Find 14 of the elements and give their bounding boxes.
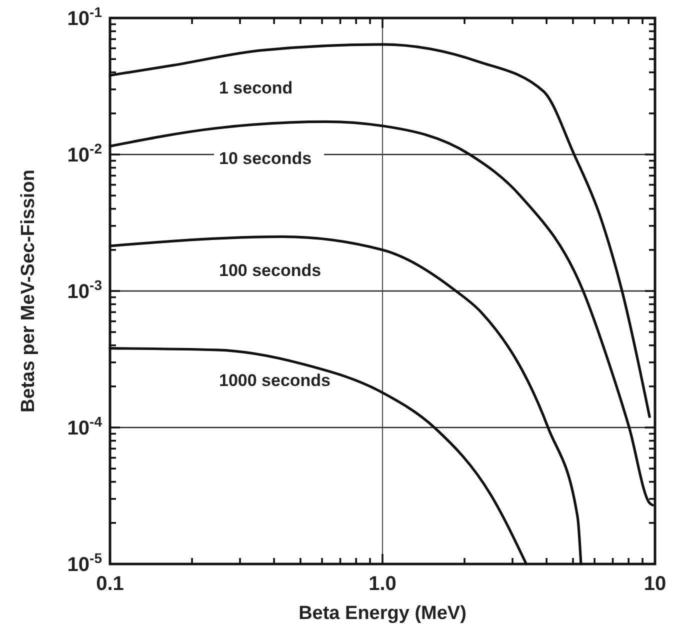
x-tick-label: 10: [644, 573, 666, 595]
y-tick-label: 10$^{-5}$: [67, 550, 102, 576]
y-axis-title: Betas per MeV-Sec-Fission: [18, 170, 39, 412]
y-tick-label: 10$^{-2}$: [67, 140, 102, 166]
x-tick-label: 0.1: [96, 573, 124, 595]
x-axis-title: Beta Energy (MeV): [298, 603, 466, 624]
y-tick-label: 10$^{-1}$: [67, 4, 102, 30]
series-label: 100 seconds: [219, 261, 322, 280]
series-label: 1 second: [219, 78, 293, 98]
x-tick-label: 1.0: [368, 573, 396, 595]
series-label: 1000 seconds: [219, 371, 331, 390]
y-tick-label: 10$^{-3}$: [67, 277, 102, 303]
series-label: 10 seconds: [219, 148, 312, 168]
y-tick-label: 10$^{-4}$: [67, 414, 102, 440]
